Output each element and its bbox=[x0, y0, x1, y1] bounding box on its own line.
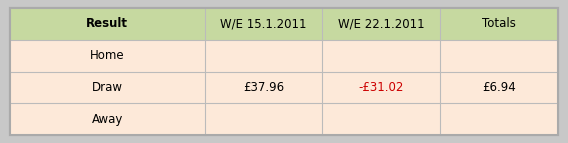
Text: Totals: Totals bbox=[482, 17, 516, 30]
Text: Result: Result bbox=[86, 17, 128, 30]
Text: Draw: Draw bbox=[92, 81, 123, 94]
Bar bbox=[10, 103, 558, 135]
Text: Away: Away bbox=[91, 113, 123, 126]
Text: £6.94: £6.94 bbox=[482, 81, 516, 94]
Text: W/E 22.1.2011: W/E 22.1.2011 bbox=[338, 17, 425, 30]
Bar bbox=[10, 8, 558, 135]
Text: £37.96: £37.96 bbox=[243, 81, 284, 94]
Bar bbox=[10, 72, 558, 103]
Bar bbox=[10, 8, 558, 135]
Bar bbox=[10, 8, 558, 40]
Text: Home: Home bbox=[90, 49, 124, 62]
Text: W/E 15.1.2011: W/E 15.1.2011 bbox=[220, 17, 307, 30]
Text: -£31.02: -£31.02 bbox=[358, 81, 404, 94]
Bar bbox=[10, 40, 558, 72]
